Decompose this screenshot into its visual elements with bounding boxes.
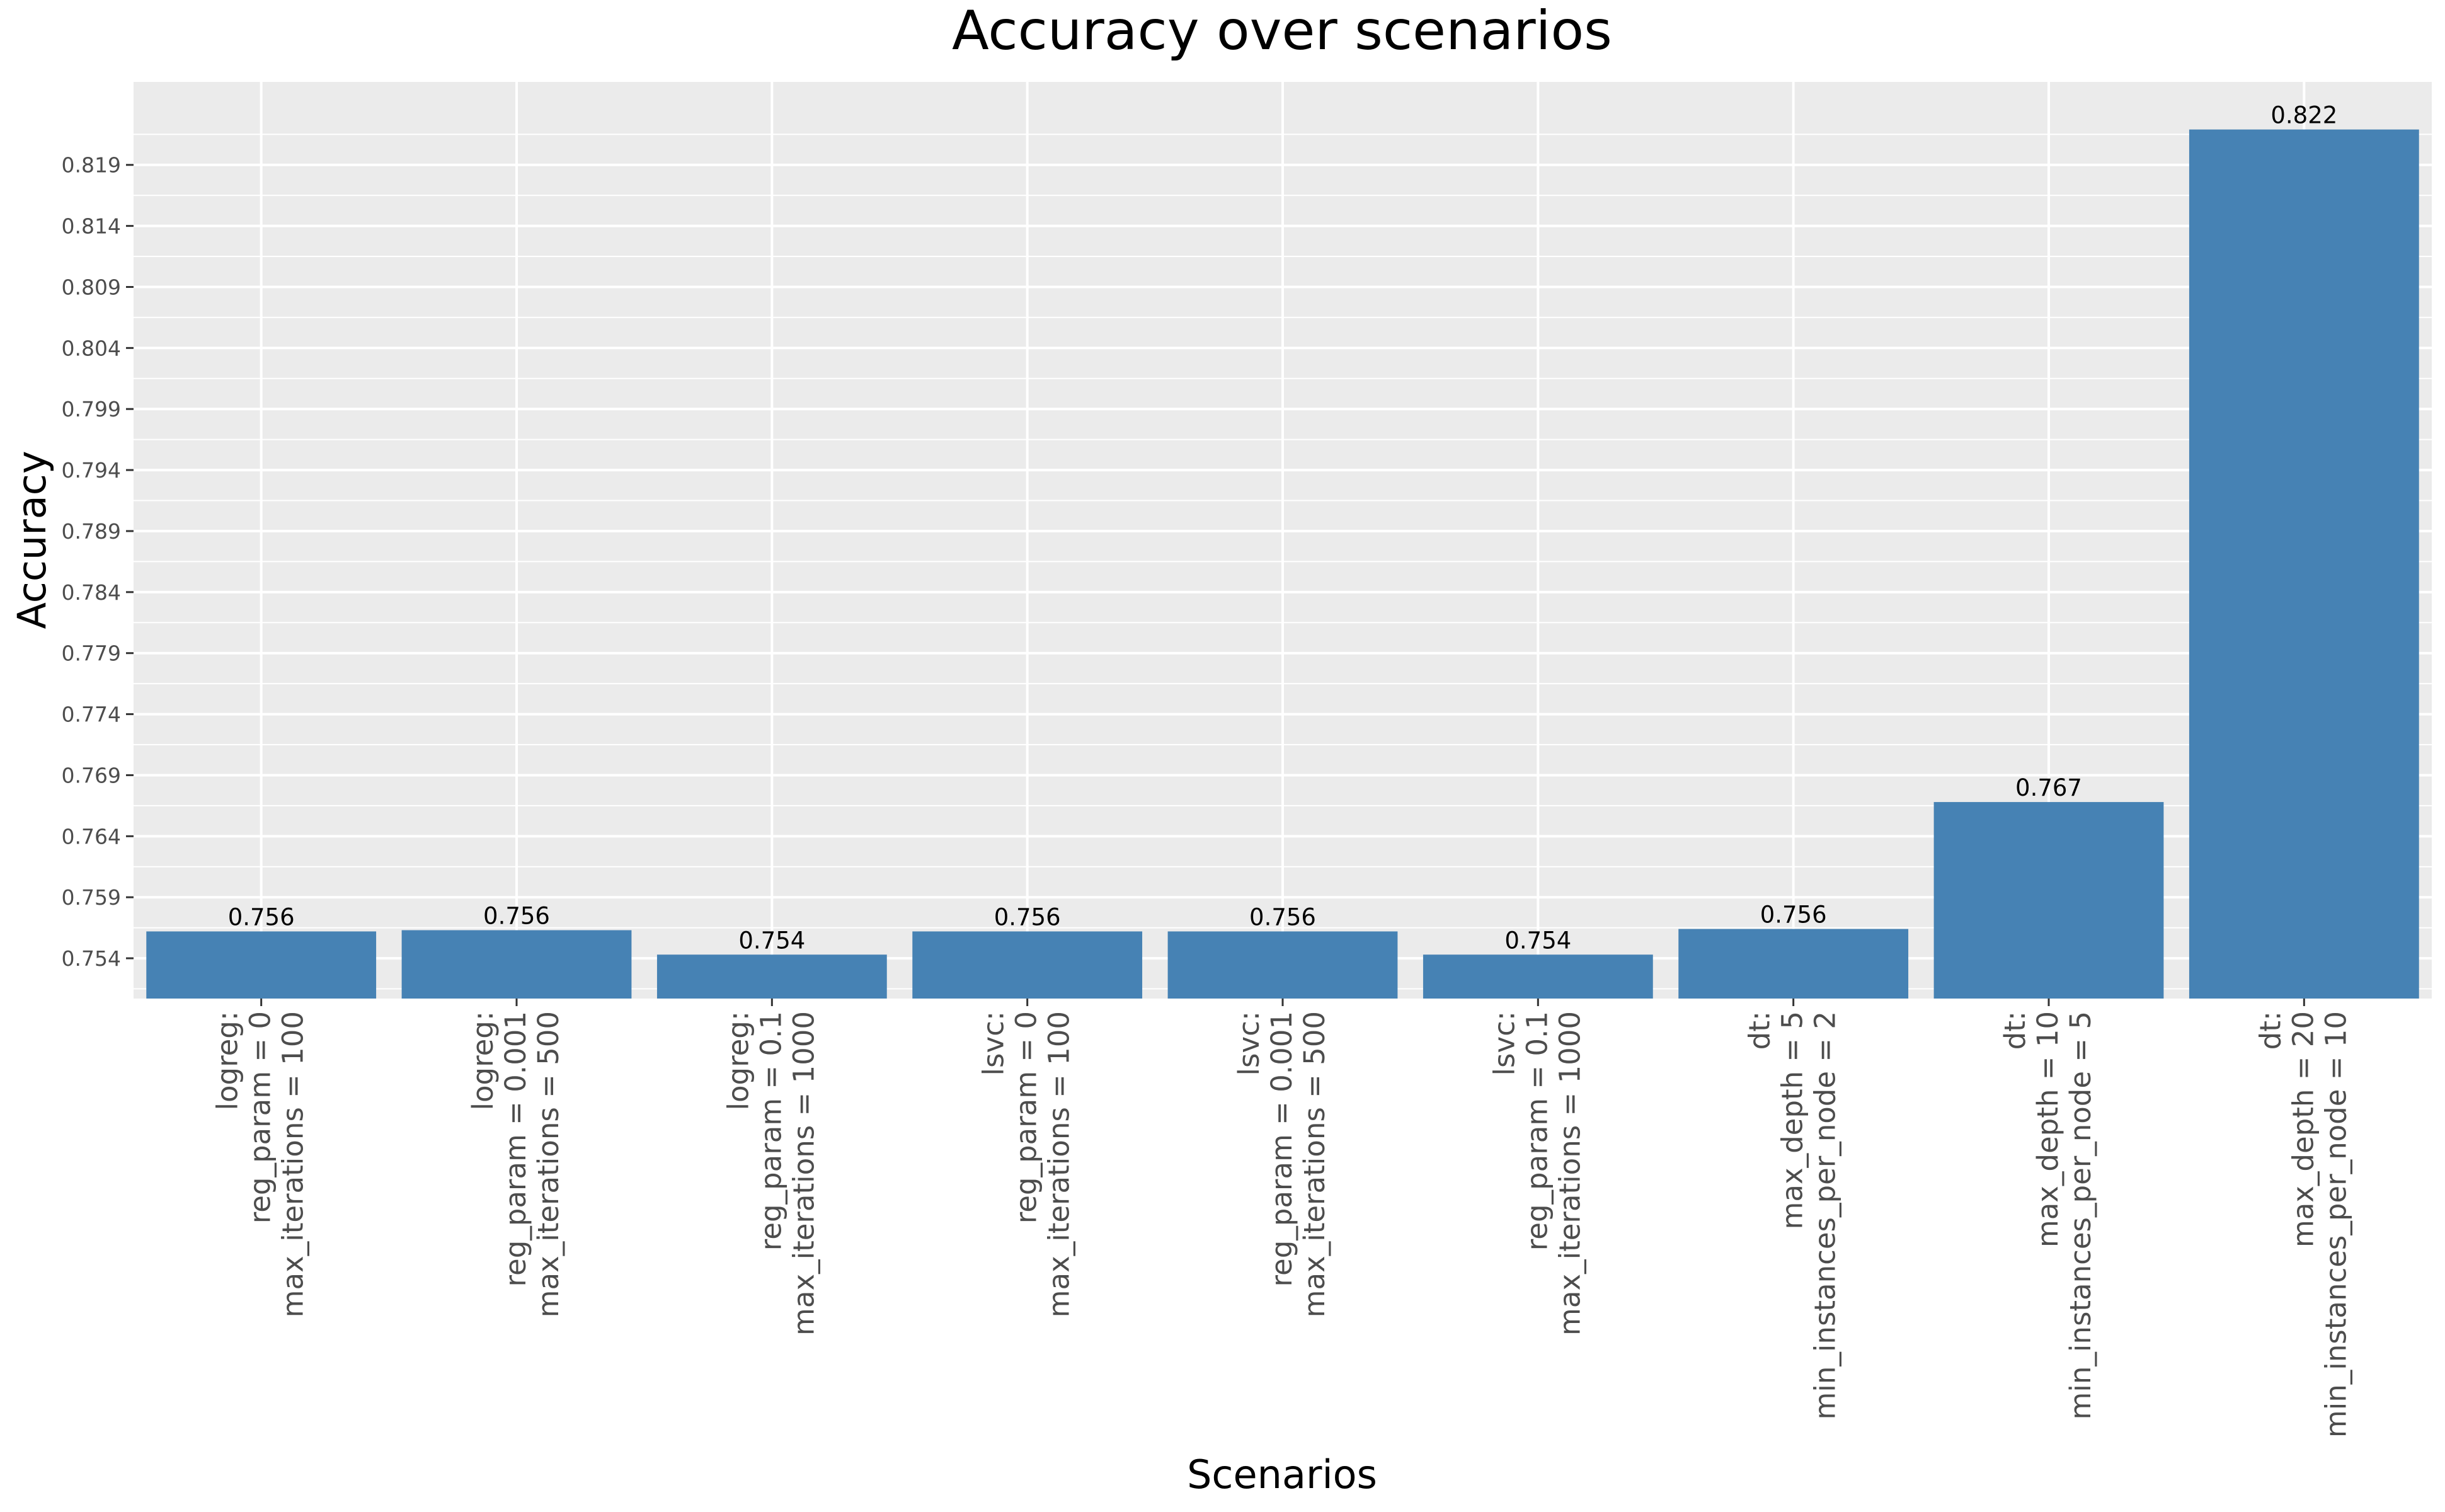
x-tick-label-line: reg_param = 0.001 [499,1011,532,1286]
y-tick-label: 0.794 [62,458,121,483]
x-tick-label-line: max_iterations = 500 [532,1011,565,1317]
y-tick-label: 0.799 [62,397,121,421]
x-tick-label: lsvc:reg_param = 0.001max_iterations = 5… [1232,1011,1331,1317]
x-tick-label: dt:max_depth = 5min_instances_per_node =… [1743,1011,1842,1419]
x-tick-label-line: min_instances_per_node = 5 [2064,1011,2097,1419]
bar [401,930,632,999]
bar [1167,931,1398,999]
x-tick-label: dt:max_depth = 10min_instances_per_node … [1998,1011,2097,1419]
data-labels: 0.756 0.756 0.754 0.756 0.756 0.754 0.756 0.767… [228,102,2338,954]
x-tick-label-line: logreg: [211,1011,244,1111]
bar [656,954,887,999]
y-tick-label: 0.769 [62,763,121,788]
data-label: 0.756 [1760,902,1827,929]
x-tick-label-line: reg_param = 0.1 [1520,1011,1554,1251]
x-tick-label: lsvc:reg_param = 0.1max_iterations = 100… [1487,1011,1586,1336]
y-tick-label: 0.754 [62,946,121,971]
y-axis: 0.754 0.759 0.764 0.769 0.774 0.779 0.784 0.789… [62,153,134,971]
bar [1423,954,1653,999]
y-tick-label: 0.804 [62,336,121,360]
x-tick-label-line: reg_param = 0 [244,1011,277,1223]
x-tick-label: logreg:reg_param = 0max_iterations = 100 [211,1011,310,1317]
x-tick-label: dt:max_depth = 20min_instances_per_node … [2253,1011,2352,1438]
x-tick-label-line: max_iterations = 1000 [787,1011,820,1336]
x-tick-label-line: dt: [2253,1011,2287,1050]
data-label: 0.756 [1249,903,1316,931]
data-label: 0.822 [2270,102,2337,129]
x-tick-label-line: lsvc: [977,1011,1011,1075]
x-tick-label: logreg:reg_param = 0.1max_iterations = 1… [721,1011,820,1336]
y-tick-label: 0.819 [62,153,121,178]
data-label: 0.756 [228,903,295,931]
x-tick-label-line: max_depth = 10 [2031,1011,2064,1247]
bar [2189,129,2419,999]
x-tick-label-line: max_iterations = 100 [277,1011,310,1317]
x-tick-label: logreg:reg_param = 0.001max_iterations =… [466,1011,565,1317]
y-tick-label: 0.759 [62,885,121,910]
x-tick-label-line: max_iterations = 500 [1298,1011,1331,1317]
bars [146,129,2419,999]
x-tick-label-line: logreg: [721,1011,755,1111]
x-tick-label-line: min_instances_per_node = 10 [2319,1011,2352,1438]
y-tick-label: 0.809 [62,275,121,299]
x-axis-title: Scenarios [1187,1452,1377,1498]
x-tick-label: lsvc:reg_param = 0max_iterations = 100 [977,1011,1076,1317]
y-tick-label: 0.779 [62,641,121,666]
x-tick-label-line: dt: [1743,1011,1777,1050]
bar [1678,929,1909,999]
bar [912,931,1143,999]
x-tick-label-line: reg_param = 0 [1010,1011,1043,1223]
x-tick-label-line: reg_param = 0.1 [754,1011,787,1251]
y-tick-label: 0.789 [62,519,121,544]
bar [146,931,377,999]
data-label: 0.754 [738,927,805,954]
y-tick-label: 0.764 [62,824,121,849]
x-tick-label-line: max_depth = 20 [2286,1011,2320,1247]
x-tick-label-line: reg_param = 0.001 [1265,1011,1298,1286]
grid-major [134,82,2432,999]
y-tick-label: 0.774 [62,702,121,727]
y-tick-label: 0.814 [62,214,121,239]
data-label: 0.756 [994,903,1061,931]
data-label: 0.767 [2015,774,2082,801]
x-tick-label-line: logreg: [466,1011,500,1111]
data-label: 0.754 [1504,927,1571,954]
x-tick-label-line: lsvc: [1232,1011,1266,1075]
x-tick-label-line: max_iterations = 100 [1043,1011,1076,1317]
data-label: 0.756 [483,903,550,930]
y-tick-label: 0.784 [62,580,121,605]
x-tick-label-line: max_iterations = 1000 [1553,1011,1586,1336]
x-tick-label-line: dt: [1998,1011,2032,1050]
chart-title: Accuracy over scenarios [952,0,1612,62]
bar [1933,802,2164,999]
x-tick-label-line: max_depth = 5 [1776,1011,1809,1229]
y-axis-title: Accuracy [9,450,55,629]
x-tick-label-line: lsvc: [1487,1011,1521,1075]
x-tick-label-line: min_instances_per_node = 2 [1809,1011,1842,1419]
x-axis: logreg:reg_param = 0max_iterations = 100… [211,999,2352,1438]
